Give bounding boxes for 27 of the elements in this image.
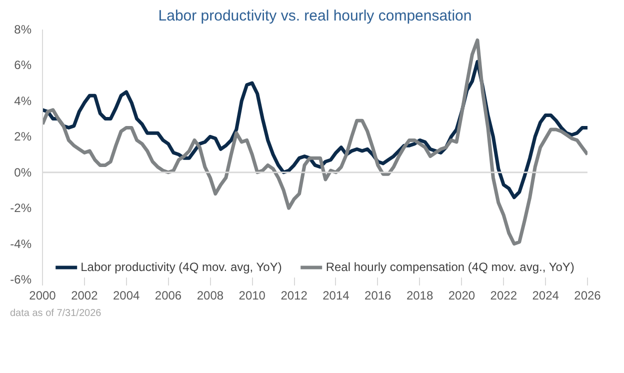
x-tick-label: 2010 [238,288,266,302]
x-tick-label: 2014 [322,288,350,302]
y-tick-label: 6% [14,58,32,72]
x-tick-label: 2020 [448,288,476,302]
chart-title: Labor productivity vs. real hourly compensation [158,8,472,24]
x-tick-label: 2000 [29,288,56,302]
x-tick-label: 2012 [280,288,308,302]
x-tick-label: 2006 [154,288,182,302]
y-tick-label: -2% [10,201,32,216]
line-series [42,38,588,246]
legend-label: Real hourly compensation (4Q mov. avg., YoY) [326,260,574,274]
x-tick-label: 2026 [574,288,602,302]
x-tick-label: 2016 [364,288,392,302]
y-tick-label: 0% [14,165,32,180]
y-tick-label: 2% [14,130,32,144]
y-tick-label: 8% [14,22,32,36]
x-tick-label: 2002 [71,288,98,302]
x-tick-label: 2018 [406,288,434,302]
x-tick-label: 2022 [490,288,518,302]
text: data as of 7/31/2026 [10,307,102,321]
y-tick-label: -6% [10,272,32,286]
x-tick-label: 2024 [532,288,560,302]
legend-label: Labor productivity (4Q mov. avg, YoY) [80,260,282,274]
y-tick-label: 4% [14,94,32,108]
y-tick-label: -4% [10,236,32,251]
x-tick-label: 2008 [196,288,224,302]
x-tick-label: 2004 [113,288,140,302]
